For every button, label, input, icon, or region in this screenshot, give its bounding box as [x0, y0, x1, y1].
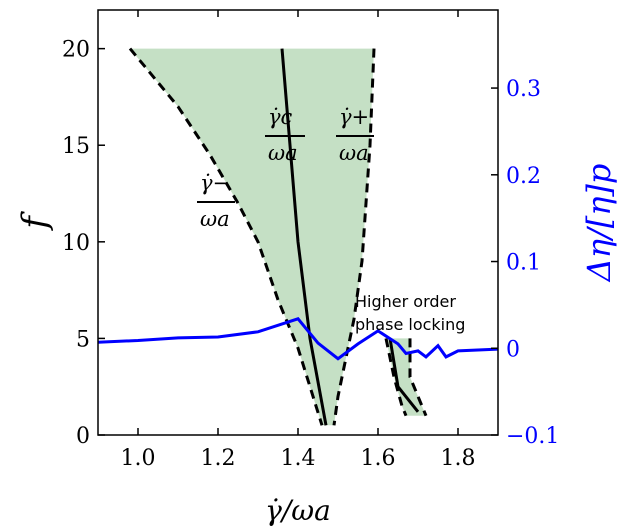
lower-boundary-line-1 [384, 338, 408, 417]
upper-boundary-line-0 [332, 48, 376, 426]
y-tick-label: 20 [62, 38, 90, 63]
y2-tick-label: 0.2 [506, 164, 541, 189]
center-line-0 [280, 48, 328, 426]
y2-tick-label: −0.1 [506, 424, 559, 449]
y2-axis-label: Δη/[η]p [580, 164, 618, 284]
annotation-higher-order-line2: phase locking [355, 315, 465, 334]
annotation-higher-order-line1: Higher order [355, 292, 456, 311]
lower-boundary-line-0 [128, 47, 324, 426]
y-tick-label: 10 [62, 231, 90, 256]
y-tick-label: 0 [76, 424, 90, 449]
y2-tick-label: 0 [506, 337, 520, 362]
gamma-c-denominator: ωa [268, 141, 298, 165]
x-tick-label: 1.0 [121, 446, 156, 471]
x-tick-label: 1.8 [441, 446, 476, 471]
x-axis-label: γ̇/ωa [265, 494, 331, 527]
gamma-plus-numerator: γ̇+ [339, 105, 369, 129]
y-tick-label: 15 [62, 134, 90, 159]
x-tick-label: 1.6 [361, 446, 396, 471]
gamma-minus-numerator: γ̇− [200, 171, 230, 195]
center-line-1 [388, 338, 420, 413]
plot-area [97, 47, 499, 426]
gamma-minus-denominator: ωa [200, 207, 230, 231]
locking-region-1 [386, 338, 426, 416]
y-tick-label: 5 [76, 327, 90, 352]
y2-tick-label: 0.1 [506, 251, 541, 276]
gamma-c-numerator: γ̇c [268, 105, 293, 129]
x-tick-label: 1.4 [281, 446, 316, 471]
axes: 1.0 1.2 1.4 1.6 1.8 0 5 10 15 20 −0.1 0 0.1 0.2 0.3 γ̇/… [15, 9, 618, 527]
upper-boundary-line-1 [408, 338, 428, 417]
locking-region-0 [130, 48, 374, 426]
annotations: Higher order phase locking γ̇c ωa γ̇+ ωa… [197, 105, 465, 334]
y-axis-label: f [15, 211, 55, 232]
delta-eta-series-line-0 [97, 317, 499, 361]
y2-tick-label: 0.3 [506, 77, 541, 102]
x-tick-label: 1.2 [201, 446, 236, 471]
gamma-plus-denominator: ωa [339, 141, 369, 165]
